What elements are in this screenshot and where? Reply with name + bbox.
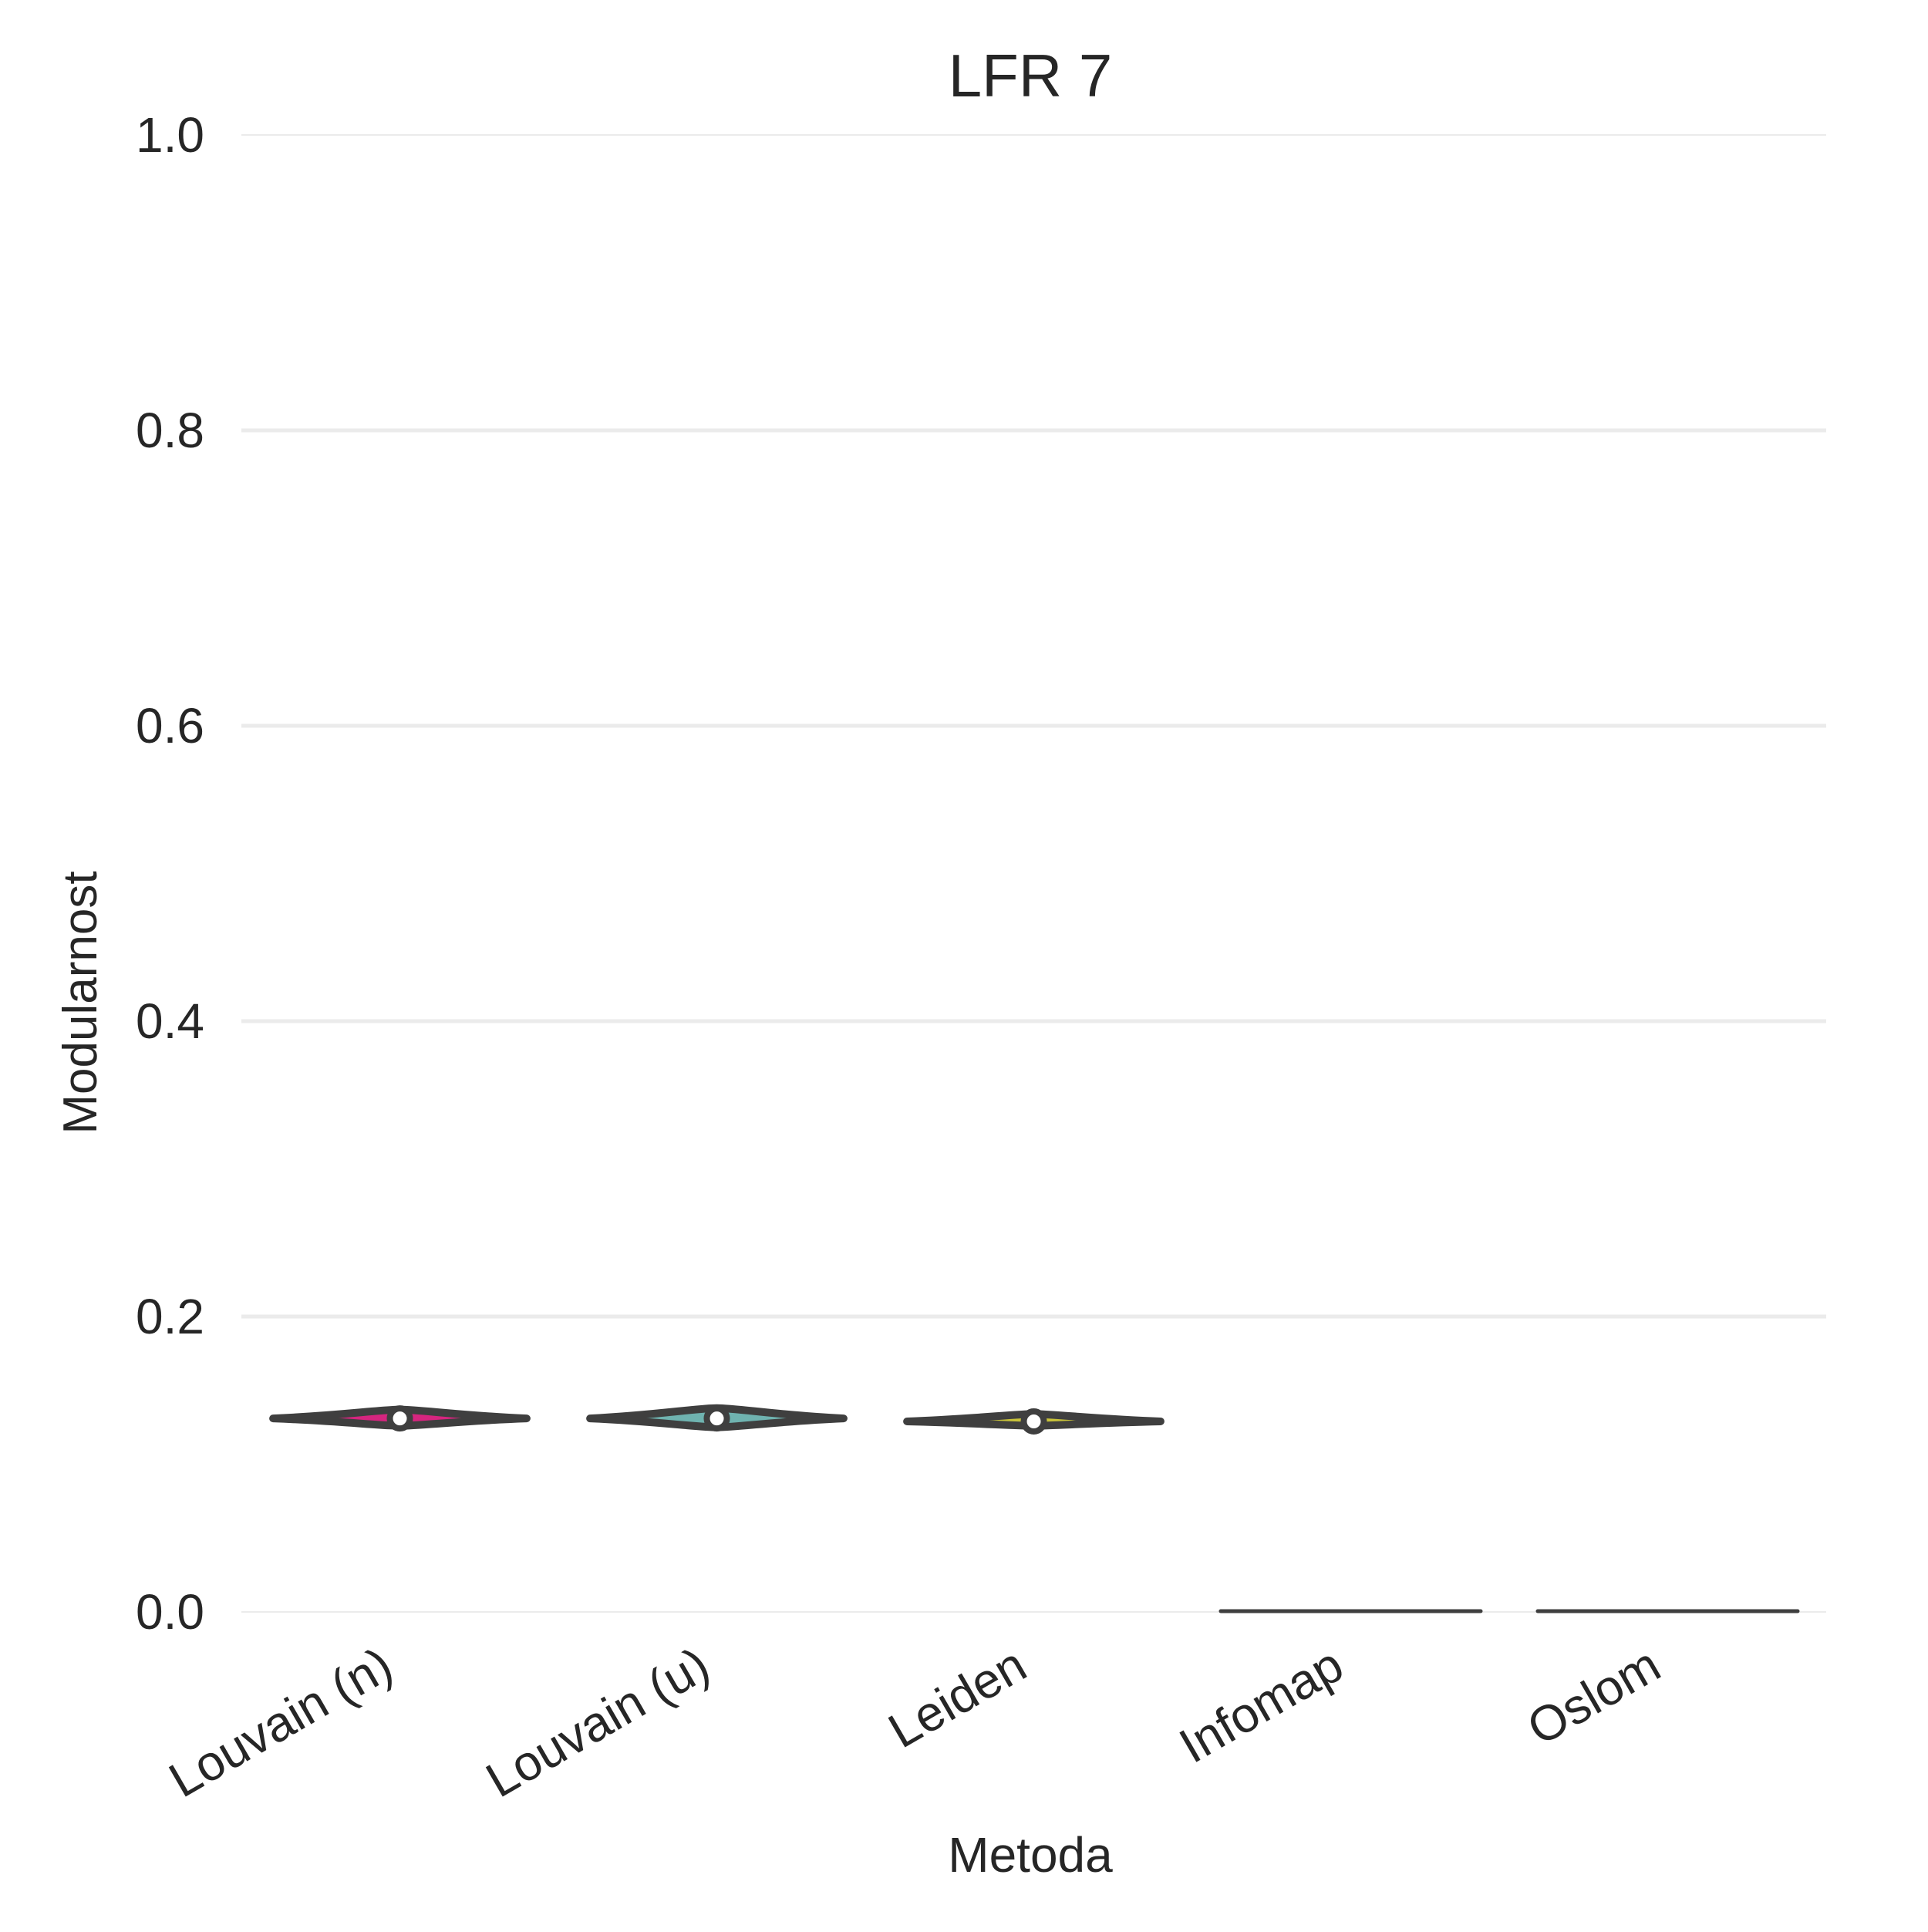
x-tick-label: Louvain (u) (477, 1637, 718, 1808)
x-tick-label: Louvain (n) (160, 1637, 401, 1808)
x-tick-label: Infomap (1170, 1637, 1352, 1774)
violin-median-point (386, 1405, 413, 1432)
grid-lines (241, 134, 1826, 1613)
y-tick-label: 0.4 (136, 993, 204, 1049)
x-axis-label: Metoda (948, 1827, 1113, 1883)
violins (269, 1404, 1800, 1613)
violin (586, 1404, 848, 1432)
x-axis-ticks: Louvain (n) Louvain (u) Leiden Infomap Oslom (160, 1637, 1669, 1808)
x-tick-label: Leiden (879, 1637, 1035, 1758)
y-tick-label: 0.0 (136, 1584, 204, 1640)
y-tick-label: 0.2 (136, 1289, 204, 1344)
violin (903, 1408, 1165, 1435)
x-tick-label: Oslom (1518, 1637, 1669, 1756)
y-tick-label: 0.6 (136, 698, 204, 754)
violin (269, 1405, 531, 1432)
violin-median-point (1020, 1408, 1047, 1435)
y-tick-label: 1.0 (136, 107, 204, 163)
violin-median-point (703, 1405, 730, 1432)
y-tick-label: 0.8 (136, 403, 204, 458)
chart-title: LFR 7 (949, 42, 1112, 110)
y-axis-label: Modularnost (54, 871, 107, 1134)
y-axis-ticks: 0.0 0.2 0.4 0.6 0.8 1.0 (136, 107, 204, 1640)
